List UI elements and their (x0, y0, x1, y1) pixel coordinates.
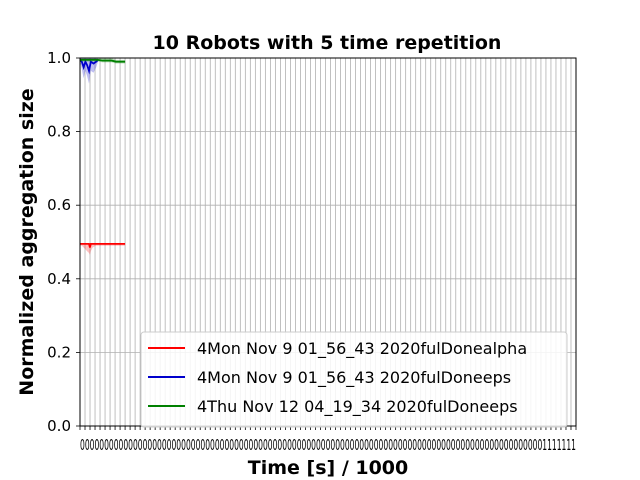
legend-box (140, 331, 568, 428)
x-tick-labels: 0000000000000000000000000000000000000000… (80, 436, 576, 454)
legend: 4Mon Nov 9 01_56_43 2020fulDonealpha 4Mon… (140, 331, 568, 428)
y-tick-label: 0.2 (47, 343, 71, 361)
y-tick-label: 0.4 (47, 270, 71, 288)
series-1-line (80, 242, 126, 248)
legend-entry: 4Mon Nov 9 01_56_43 2020fulDoneeps (197, 368, 511, 388)
y-axis-ticks: 0.0 0.2 0.4 0.6 0.8 1.0 (47, 49, 80, 435)
x-axis-label: Time [s] / 1000 (248, 457, 409, 479)
legend-entry: 4Thu Nov 12 04_19_34 2020fulDoneeps (197, 397, 518, 417)
series-group (79, 58, 126, 255)
series-2-line (79, 59, 99, 75)
legend-entry: 4Mon Nov 9 01_56_43 2020fulDonealpha (197, 339, 527, 359)
y-tick-label: 0.8 (47, 123, 71, 141)
y-tick-label: 1.0 (47, 49, 71, 67)
y-tick-label: 0.6 (47, 196, 71, 214)
y-axis-label: Normalized aggregation size (16, 88, 38, 395)
series-3-line (80, 58, 126, 63)
y-tick-label: 0.0 (47, 417, 71, 435)
series-1-band (80, 243, 126, 255)
chart-title: 10 Robots with 5 time repetition (153, 32, 502, 54)
